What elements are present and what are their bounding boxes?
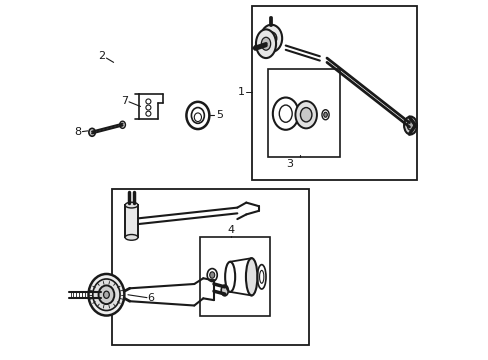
Ellipse shape bbox=[260, 25, 282, 52]
Ellipse shape bbox=[89, 129, 95, 136]
Ellipse shape bbox=[403, 117, 416, 134]
Ellipse shape bbox=[255, 30, 276, 58]
Ellipse shape bbox=[323, 112, 326, 117]
Text: 6: 6 bbox=[147, 293, 154, 303]
Bar bbox=[251, 6, 416, 180]
Bar bbox=[267, 69, 339, 157]
Bar bbox=[112, 189, 308, 345]
Ellipse shape bbox=[300, 108, 311, 122]
Text: 3: 3 bbox=[285, 159, 292, 169]
Bar bbox=[199, 237, 269, 316]
Ellipse shape bbox=[295, 101, 316, 129]
Ellipse shape bbox=[88, 274, 124, 316]
Ellipse shape bbox=[93, 279, 120, 311]
Text: 7: 7 bbox=[121, 96, 128, 106]
Ellipse shape bbox=[245, 258, 257, 296]
Text: 5: 5 bbox=[215, 111, 223, 121]
Ellipse shape bbox=[120, 121, 125, 129]
Ellipse shape bbox=[265, 32, 276, 45]
Ellipse shape bbox=[209, 272, 214, 278]
Text: 1: 1 bbox=[237, 87, 244, 97]
Ellipse shape bbox=[103, 291, 109, 298]
Ellipse shape bbox=[125, 234, 138, 240]
Ellipse shape bbox=[221, 285, 228, 296]
Ellipse shape bbox=[407, 121, 413, 130]
Ellipse shape bbox=[261, 37, 270, 50]
Polygon shape bbox=[125, 205, 138, 237]
Text: 4: 4 bbox=[227, 225, 234, 234]
Text: 8: 8 bbox=[74, 127, 81, 136]
Text: 2: 2 bbox=[98, 51, 105, 61]
Ellipse shape bbox=[125, 202, 138, 208]
Ellipse shape bbox=[99, 285, 114, 304]
